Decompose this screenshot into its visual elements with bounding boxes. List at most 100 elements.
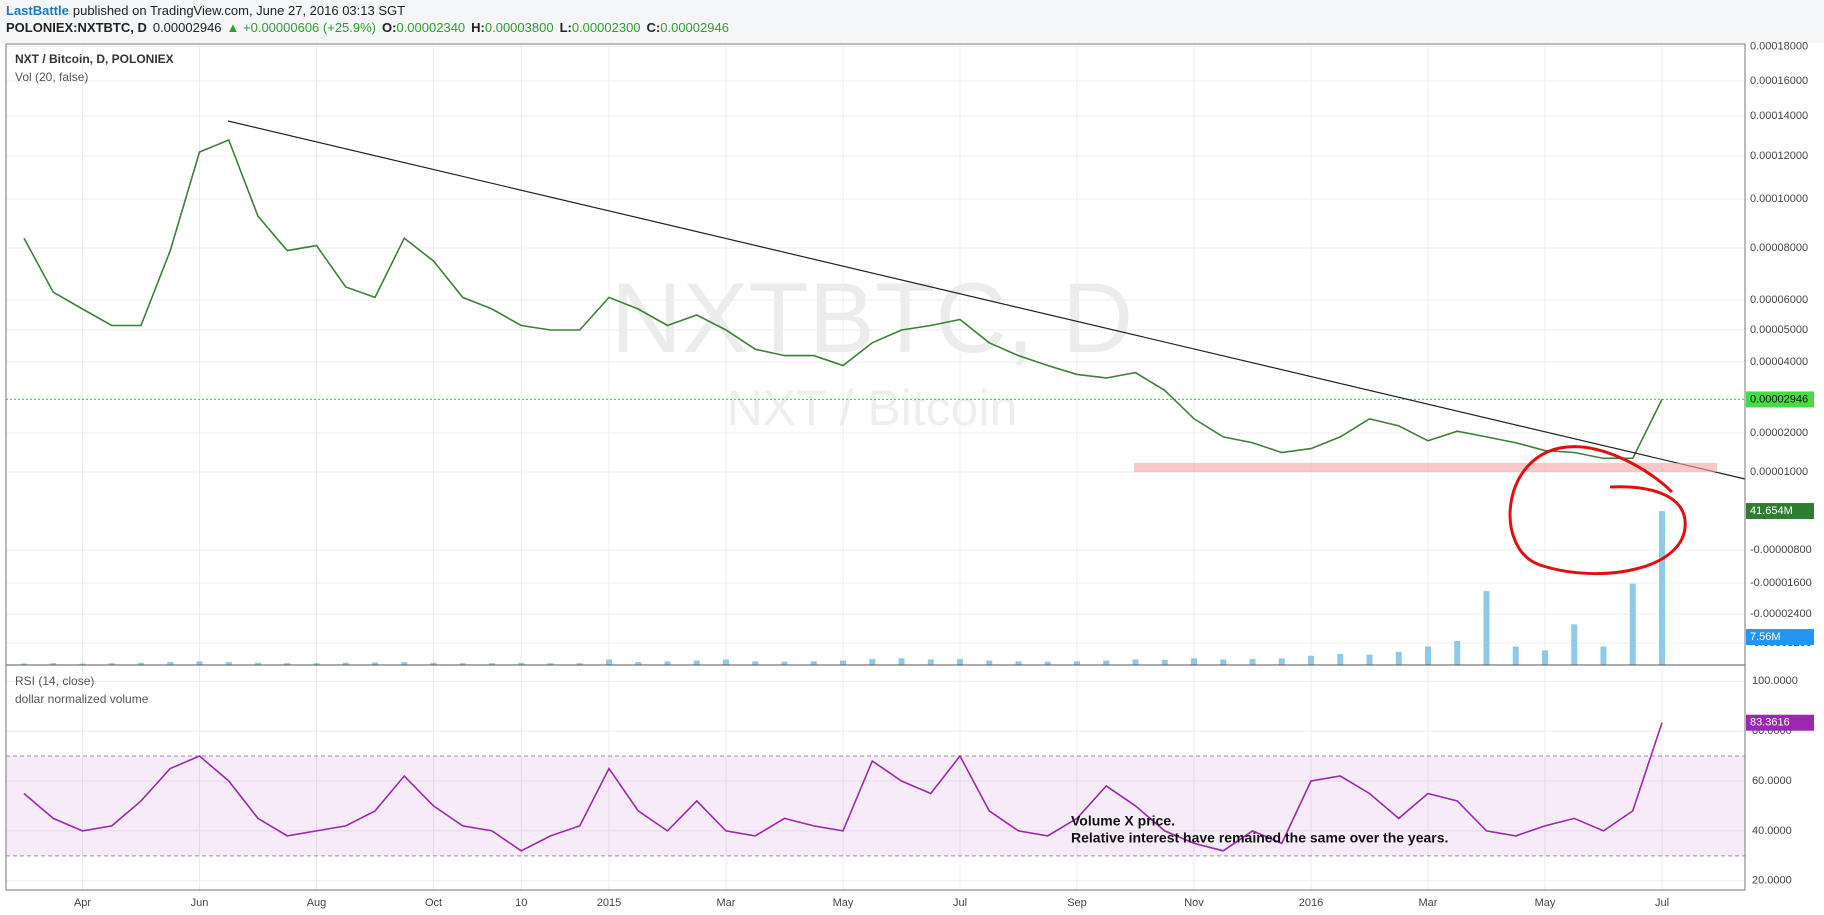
support-zone <box>1134 463 1717 472</box>
x-tick-label: Jun <box>191 897 209 909</box>
volume-bar <box>1571 624 1578 665</box>
volume-bar <box>167 662 174 665</box>
low: 0.00002300 <box>572 20 641 35</box>
volume-bar <box>255 662 261 665</box>
volume-bar <box>840 660 846 665</box>
frame <box>5 43 1746 891</box>
volume-bar <box>1483 591 1490 665</box>
x-tick-label: Aug <box>307 897 327 909</box>
x-tick-label: 2015 <box>597 897 621 909</box>
close: 0.00002946 <box>660 20 729 35</box>
volume-bar <box>108 663 115 665</box>
watermark-sub: NXT / Bitcoin <box>727 380 1018 436</box>
price-tag <box>1746 503 1814 520</box>
change: ▲ +0.00000606 (+25.9%) <box>227 20 376 35</box>
volume-bar <box>342 662 349 665</box>
volume-bar <box>1454 640 1461 665</box>
volume-bar <box>1044 661 1051 665</box>
highlight-circle <box>1508 445 1687 576</box>
volume-bar <box>401 662 408 665</box>
published: published on TradingView.com, June 27, 2… <box>73 3 405 18</box>
volume-bar <box>1015 661 1022 665</box>
volume-bar <box>430 662 437 665</box>
y-tick-label: 100.0000 <box>1752 675 1798 687</box>
volume-bar <box>810 661 817 665</box>
x-tick-label: Mar <box>717 897 736 909</box>
volume-bar <box>518 662 525 665</box>
pane-title: NXT / Bitcoin, D, POLONIEX <box>15 52 174 66</box>
volume-bar <box>284 663 291 665</box>
x-tick-label: May <box>1535 897 1556 909</box>
volume-bar <box>79 663 86 665</box>
volume-bar <box>50 663 57 665</box>
volume-bar <box>372 662 378 665</box>
volume-bar <box>1629 583 1636 665</box>
close-label: C: <box>647 20 661 35</box>
ticker: POLONIEX:NXTBTC, D 0.00002946 ▲ +0.0000060… <box>6 20 729 35</box>
volume-bar <box>635 662 642 665</box>
header-bar <box>0 0 1824 43</box>
rsi-legend: RSI (14, close) <box>15 674 94 688</box>
x-tick-label: 2016 <box>1299 897 1323 909</box>
volume-bar <box>313 663 320 665</box>
volume-bar <box>138 662 144 665</box>
volume-bar <box>1220 659 1227 665</box>
volume-bar <box>1249 659 1256 665</box>
open-label: O: <box>382 20 396 35</box>
volume-bar <box>576 663 583 665</box>
volume-bar <box>927 659 934 665</box>
volume-bar <box>459 663 466 665</box>
volume-bar <box>1425 646 1431 665</box>
rsi-band <box>6 756 1745 856</box>
y-tick-label: 0.00012000 <box>1750 150 1808 162</box>
volume-legend: Vol (20, false) <box>15 70 88 84</box>
volume-bar <box>1074 661 1080 665</box>
y-tick-label: -0.00002400 <box>1750 608 1812 620</box>
author[interactable]: LastBattle <box>6 3 69 18</box>
volume-bar <box>869 659 876 665</box>
price-tag-label: 0.00002946 <box>1750 393 1808 405</box>
volume-bar <box>1600 646 1607 665</box>
volume-bar <box>547 663 554 665</box>
y-tick-label: 0.00008000 <box>1750 242 1808 254</box>
volume-bar <box>1308 655 1314 665</box>
volume-bar <box>1337 653 1344 665</box>
x-tick-label: Sep <box>1067 897 1087 909</box>
volume-bar <box>986 660 993 665</box>
x-tick-label: May <box>833 897 854 909</box>
annotation: Volume X price. <box>1071 813 1175 829</box>
x-tick-label: Oct <box>425 897 442 909</box>
volume-bar <box>898 658 905 665</box>
volume-bar <box>781 661 788 665</box>
volume-bar <box>752 661 759 665</box>
y-tick-label: 0.00006000 <box>1750 294 1808 306</box>
price-tag <box>1746 391 1814 408</box>
price-tag <box>1746 714 1814 731</box>
volume-bar <box>1659 511 1665 665</box>
y-tick-label: 20.0000 <box>1752 875 1792 887</box>
watermark: NXTBTC, D <box>611 262 1134 373</box>
y-tick-label: 0.00002000 <box>1750 427 1808 439</box>
symbol: POLONIEX:NXTBTC, D <box>6 20 147 35</box>
volume-bar <box>1103 660 1110 665</box>
volume-bar <box>606 659 612 665</box>
volume-bar <box>21 663 27 665</box>
y-tick-label: -0.00000800 <box>1750 544 1812 556</box>
header: LastBattle published on TradingView.com, … <box>6 3 405 18</box>
y-tick-label: -0.00001600 <box>1750 577 1812 589</box>
volume-bar <box>1161 659 1168 665</box>
x-tick-label: Jul <box>953 897 967 909</box>
trendline <box>227 120 1746 480</box>
y-tick-label: 0.00010000 <box>1750 193 1808 205</box>
high: 0.00003800 <box>485 20 554 35</box>
volume-bar <box>1395 652 1402 665</box>
volume-bar <box>723 659 729 665</box>
last: 0.00002946 <box>153 20 222 35</box>
dnv-legend: dollar normalized volume <box>15 692 149 706</box>
volume-bar <box>957 659 963 665</box>
volume-bar <box>1278 658 1285 665</box>
low-label: L: <box>560 20 572 35</box>
plot <box>6 44 1745 890</box>
high-label: H: <box>471 20 485 35</box>
